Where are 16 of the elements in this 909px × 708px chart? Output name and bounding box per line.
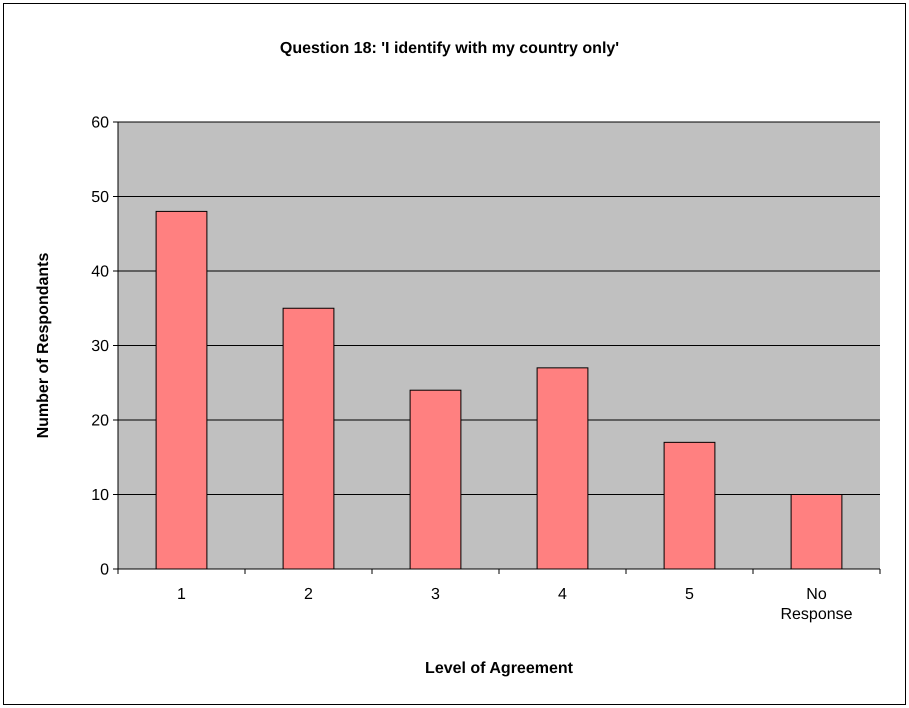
y-axis-title: Number of Respondants — [35, 252, 52, 438]
x-tick-label: 1 — [177, 586, 186, 603]
y-tick-label: 40 — [91, 264, 110, 281]
x-tick-label: No Response — [780, 586, 853, 623]
x-tick-label: 3 — [431, 586, 440, 603]
x-tick-label: 5 — [685, 586, 694, 603]
y-tick-label: 60 — [91, 114, 110, 132]
x-axis-title: Level of Agreement — [425, 660, 574, 677]
y-tick-label: 0 — [100, 562, 110, 579]
x-tick-label: 4 — [558, 586, 568, 603]
chart-title: Question 18: 'I identify with my country only' — [280, 40, 620, 57]
y-tick-label: 50 — [91, 189, 110, 206]
y-tick-label: 20 — [91, 412, 110, 430]
x-tick-label: 2 — [304, 586, 314, 603]
y-tick-label: 30 — [91, 338, 110, 356]
y-tick-label: 10 — [91, 487, 110, 504]
